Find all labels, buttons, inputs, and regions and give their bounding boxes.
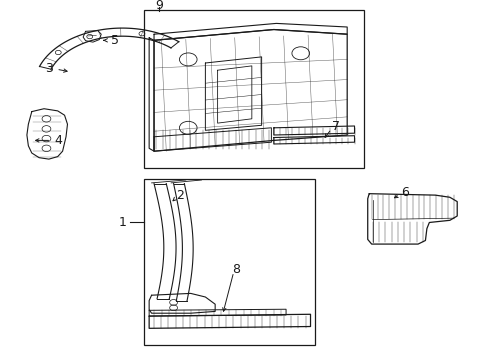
- Bar: [144, 179, 315, 345]
- Text: 8: 8: [231, 263, 239, 276]
- Text: 9: 9: [155, 0, 163, 12]
- Text: 6: 6: [400, 186, 408, 199]
- Text: 3: 3: [45, 62, 53, 75]
- Text: 7: 7: [332, 120, 340, 132]
- Text: 2: 2: [176, 189, 183, 202]
- Text: 4: 4: [55, 134, 62, 147]
- Bar: [144, 10, 364, 168]
- Text: 5: 5: [111, 34, 119, 47]
- Text: 1: 1: [118, 216, 126, 229]
